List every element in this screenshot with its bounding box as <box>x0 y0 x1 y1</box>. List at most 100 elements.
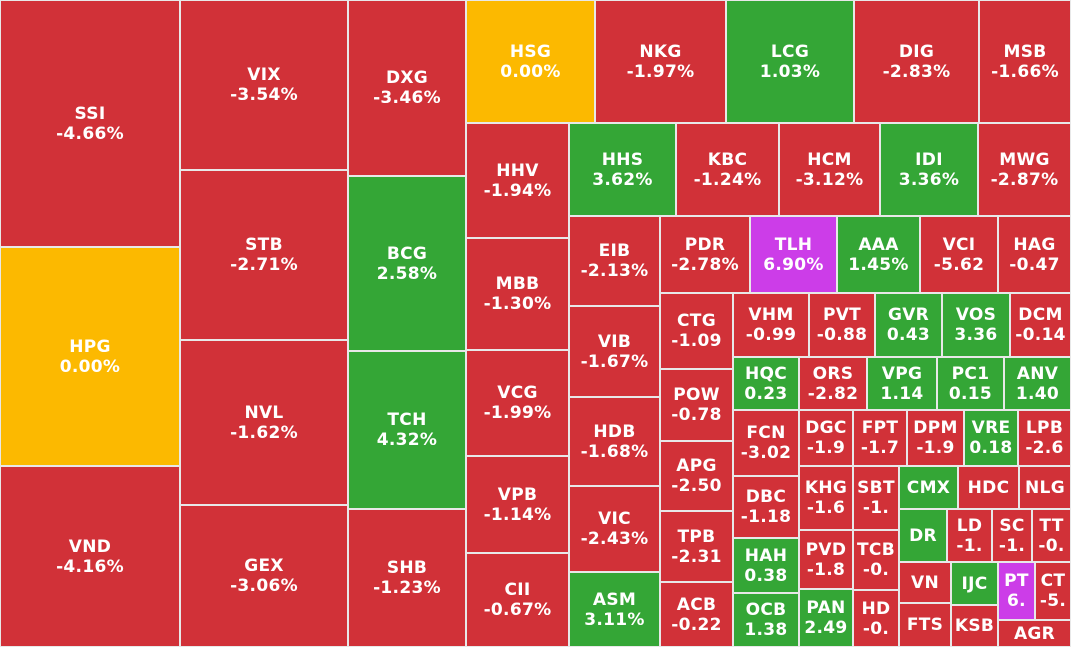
tile-hdc[interactable]: HDC <box>958 466 1019 509</box>
tile-hd[interactable]: HD -0. <box>853 590 899 647</box>
tile-khg[interactable]: KHG -1.6 <box>799 466 853 530</box>
tile-hhs[interactable]: HHS 3.62% <box>569 123 676 216</box>
tile-mwg[interactable]: MWG -2.87% <box>978 123 1071 216</box>
tile-ticker: HHS <box>601 149 644 170</box>
tile-sc[interactable]: SC -1. <box>992 509 1032 562</box>
tile-ticker: APG <box>676 456 717 476</box>
tile-idi[interactable]: IDI 3.36% <box>880 123 978 216</box>
tile-hag[interactable]: HAG -0.47 <box>998 216 1071 293</box>
tile-dr[interactable]: DR <box>899 509 947 562</box>
tile-hpg[interactable]: HPG 0.00% <box>0 247 180 466</box>
tile-ct[interactable]: CT -5. <box>1035 562 1071 620</box>
tile-tt[interactable]: TT -0. <box>1032 509 1071 562</box>
tile-asm[interactable]: ASM 3.11% <box>569 572 660 647</box>
tile-ors[interactable]: ORS -2.82 <box>799 357 867 410</box>
tile-change: -2.43% <box>580 529 649 549</box>
tile-bcg[interactable]: BCG 2.58% <box>348 176 466 351</box>
tile-hsg[interactable]: HSG 0.00% <box>466 0 595 123</box>
tile-msb[interactable]: MSB -1.66% <box>979 0 1071 123</box>
tile-fcn[interactable]: FCN -3.02 <box>733 410 799 476</box>
tile-acb[interactable]: ACB -0.22 <box>660 582 733 647</box>
tile-pdr[interactable]: PDR -2.78% <box>660 216 750 293</box>
tile-change: 6. <box>1007 591 1026 611</box>
tile-ticker: MSB <box>1003 41 1047 62</box>
tile-apg[interactable]: APG -2.50 <box>660 441 733 511</box>
tile-pan[interactable]: PAN 2.49 <box>799 589 853 647</box>
tile-cmx[interactable]: CMX <box>899 466 958 509</box>
tile-change: 3.36% <box>898 169 960 190</box>
tile-change: 1.38 <box>744 620 788 640</box>
tile-pow[interactable]: POW -0.78 <box>660 369 733 441</box>
tile-hcm[interactable]: HCM -3.12% <box>779 123 880 216</box>
tile-ticker: HSG <box>509 41 552 62</box>
tile-ticker: VOS <box>955 305 997 325</box>
tile-change: -1.24% <box>693 169 762 190</box>
tile-mbb[interactable]: MBB -1.30% <box>466 238 569 350</box>
tile-dgc[interactable]: DGC -1.9 <box>799 410 853 466</box>
tile-tch[interactable]: TCH 4.32% <box>348 351 466 509</box>
tile-ctg[interactable]: CTG -1.09 <box>660 293 733 369</box>
tile-ijc[interactable]: IJC <box>951 562 998 605</box>
tile-vic[interactable]: VIC -2.43% <box>569 486 660 572</box>
tile-tcb[interactable]: TCB -0. <box>853 530 899 590</box>
tile-eib[interactable]: EIB -2.13% <box>569 216 660 306</box>
tile-dig[interactable]: DIG -2.83% <box>854 0 979 123</box>
tile-vos[interactable]: VOS 3.36 <box>942 293 1010 357</box>
tile-gex[interactable]: GEX -3.06% <box>180 505 348 647</box>
tile-fts[interactable]: FTS <box>899 603 951 647</box>
tile-ticker: HD <box>861 598 891 619</box>
tile-change: 1.03% <box>759 61 821 82</box>
tile-gvr[interactable]: GVR 0.43 <box>875 293 942 357</box>
tile-cii[interactable]: CII -0.67% <box>466 553 569 647</box>
tile-ld[interactable]: LD -1. <box>947 509 992 562</box>
tile-agr[interactable]: AGR <box>998 620 1071 647</box>
tile-fpt[interactable]: FPT -1.7 <box>853 410 907 466</box>
tile-nkg[interactable]: NKG -1.97% <box>595 0 726 123</box>
tile-vib[interactable]: VIB -1.67% <box>569 306 660 397</box>
tile-pt[interactable]: PT 6. <box>998 562 1035 620</box>
tile-vpg[interactable]: VPG 1.14 <box>867 357 937 410</box>
tile-dbc[interactable]: DBC -1.18 <box>733 476 799 538</box>
tile-change: -2.13% <box>580 261 649 281</box>
tile-vix[interactable]: VIX -3.54% <box>180 0 348 170</box>
tile-kbc[interactable]: KBC -1.24% <box>676 123 779 216</box>
tile-nlg[interactable]: NLG <box>1019 466 1071 509</box>
tile-vci[interactable]: VCI -5.62 <box>920 216 998 293</box>
tile-vhm[interactable]: VHM -0.99 <box>733 293 809 357</box>
tile-vnd[interactable]: VND -4.16% <box>0 466 180 647</box>
tile-dpm[interactable]: DPM -1.9 <box>907 410 964 466</box>
tile-vre[interactable]: VRE 0.18 <box>964 410 1018 466</box>
tile-shb[interactable]: SHB -1.23% <box>348 509 466 647</box>
tile-nvl[interactable]: NVL -1.62% <box>180 340 348 505</box>
tile-ocb[interactable]: OCB 1.38 <box>733 593 799 647</box>
tile-ticker: SC <box>999 515 1025 536</box>
tile-vn[interactable]: VN <box>899 562 951 603</box>
tile-ticker: TPB <box>677 526 716 547</box>
tile-anv[interactable]: ANV 1.40 <box>1004 357 1071 410</box>
tile-change: -1. <box>862 498 890 518</box>
tile-ticker: DR <box>909 525 937 546</box>
tile-pvt[interactable]: PVT -0.88 <box>809 293 875 357</box>
tile-dxg[interactable]: DXG -3.46% <box>348 0 466 176</box>
tile-stb[interactable]: STB -2.71% <box>180 170 348 340</box>
tile-ssi[interactable]: SSI -4.66% <box>0 0 180 247</box>
tile-lpb[interactable]: LPB -2.6 <box>1018 410 1071 466</box>
tile-tlh[interactable]: TLH 6.90% <box>750 216 837 293</box>
tile-vcg[interactable]: VCG -1.99% <box>466 350 569 456</box>
tile-pc1[interactable]: PC1 0.15 <box>937 357 1004 410</box>
tile-hah[interactable]: HAH 0.38 <box>733 538 799 593</box>
tile-ksb[interactable]: KSB <box>951 605 998 647</box>
tile-dcm[interactable]: DCM -0.14 <box>1010 293 1071 357</box>
tile-pvd[interactable]: PVD -1.8 <box>799 530 853 589</box>
tile-tpb[interactable]: TPB -2.31 <box>660 511 733 582</box>
tile-hhv[interactable]: HHV -1.94% <box>466 123 569 238</box>
tile-hdb[interactable]: HDB -1.68% <box>569 397 660 486</box>
tile-ticker: AGR <box>1013 623 1056 644</box>
tile-sbt[interactable]: SBT -1. <box>853 466 899 530</box>
tile-vpb[interactable]: VPB -1.14% <box>466 456 569 553</box>
tile-lcg[interactable]: LCG 1.03% <box>726 0 854 123</box>
tile-aaa[interactable]: AAA 1.45% <box>837 216 920 293</box>
tile-change: -0.99 <box>745 325 797 345</box>
tile-ticker: ANV <box>1016 363 1059 384</box>
tile-hqc[interactable]: HQC 0.23 <box>733 357 799 410</box>
